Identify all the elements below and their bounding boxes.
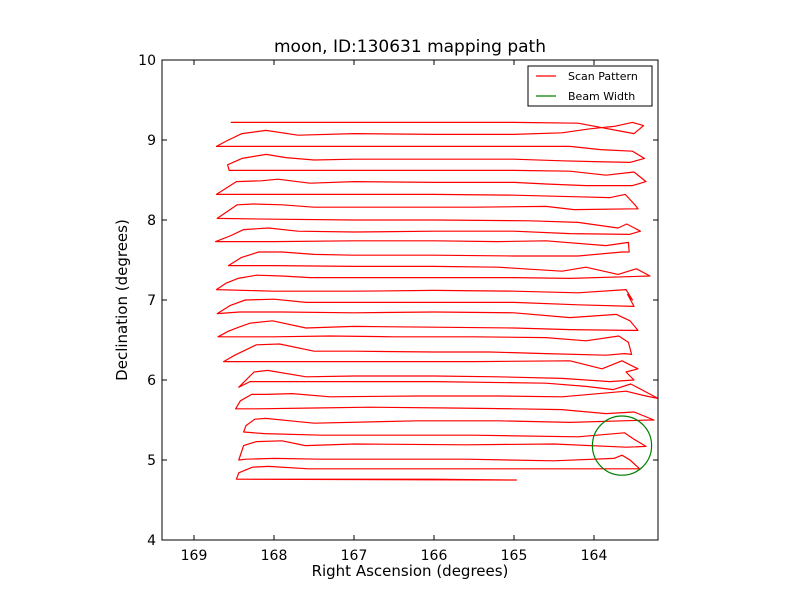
series-line-scan-pattern (215, 121, 658, 481)
legend-label-beam-width: Beam Width (568, 90, 635, 103)
legend-box (527, 65, 653, 107)
plot-area (215, 121, 658, 481)
axes-frame (161, 59, 659, 541)
y-tick-label: 5 (147, 453, 156, 469)
legend-label-scan-pattern: Scan Pattern (568, 70, 638, 83)
x-axis-label: Right Ascension (degrees) (312, 562, 509, 580)
x-tick-label: 169 (181, 548, 208, 564)
chart-title: moon, ID:130631 mapping path (274, 37, 546, 57)
y-tick-label: 4 (147, 533, 156, 549)
ticks: 169 168 167 166 165 164 4 5 6 7 8 9 10 (138, 53, 658, 564)
beam-width-circle (591, 415, 653, 476)
y-tick-label: 7 (147, 293, 156, 309)
y-tick-label: 6 (147, 373, 156, 389)
y-tick-label: 10 (138, 53, 156, 69)
x-tick-label: 168 (261, 548, 288, 564)
y-tick-label: 9 (147, 133, 156, 149)
x-tick-label: 164 (581, 548, 608, 564)
x-tick-label: 165 (501, 548, 528, 564)
x-tick-label: 167 (341, 548, 368, 564)
y-tick-label: 8 (147, 213, 156, 229)
legend: Scan Pattern Beam Width (527, 65, 653, 107)
y-axis-label: Declination (degrees) (113, 219, 131, 381)
x-tick-label: 166 (421, 548, 448, 564)
